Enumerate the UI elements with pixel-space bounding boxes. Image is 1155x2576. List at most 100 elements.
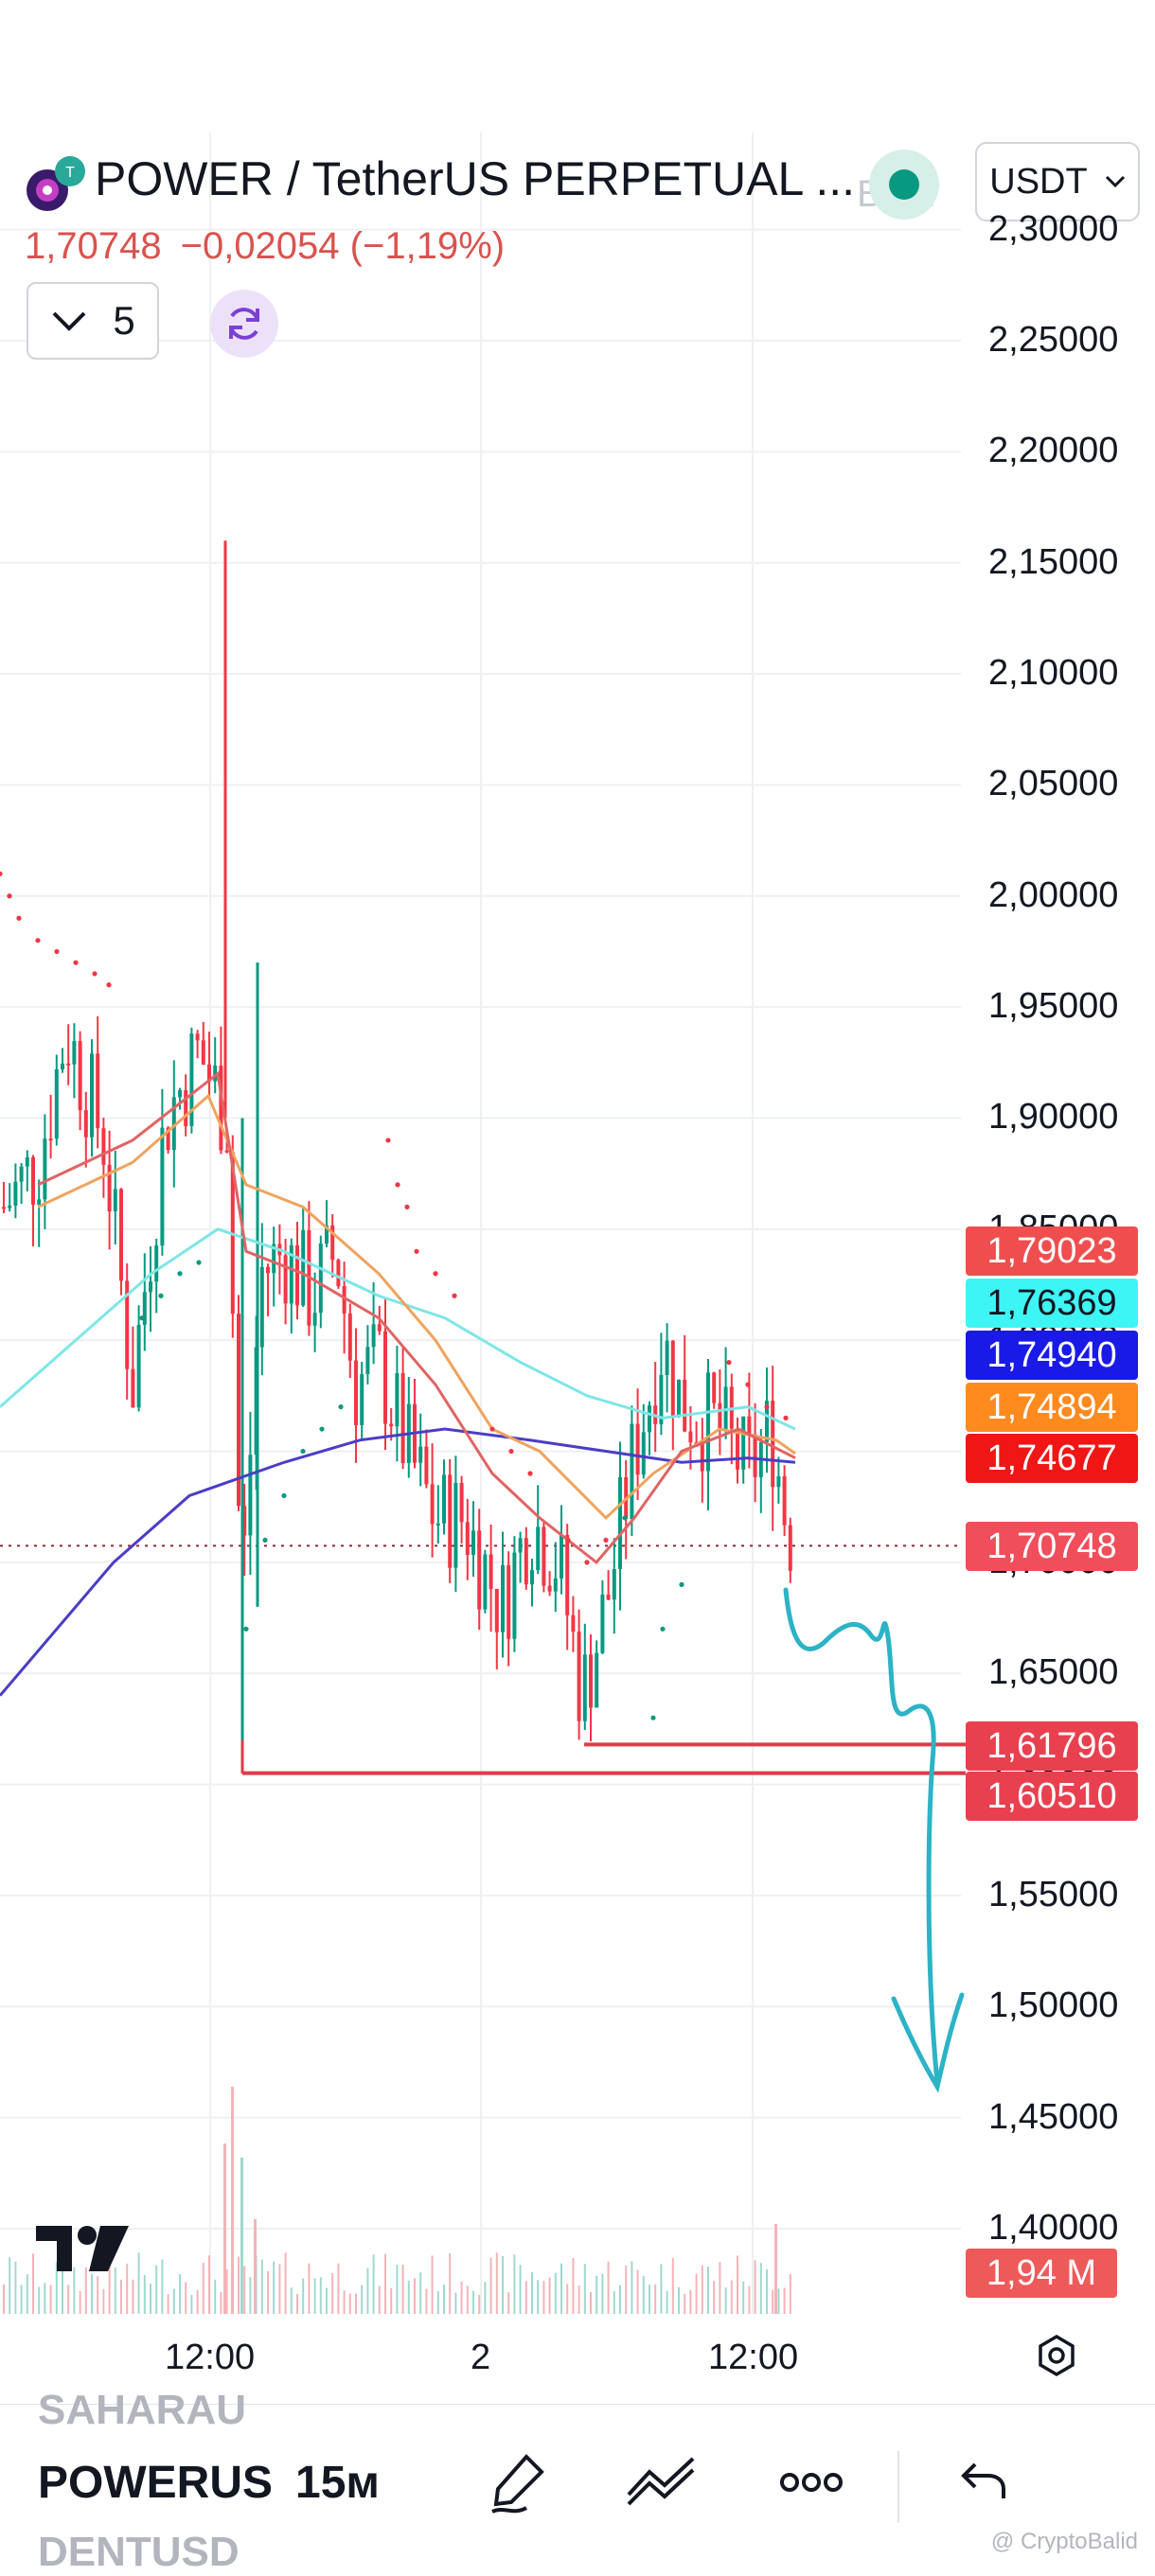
sar-dot (92, 971, 98, 977)
volume-bar (660, 2264, 663, 2314)
indicators-toggle-button[interactable]: 5 (27, 282, 159, 360)
volume-bar (254, 2219, 257, 2314)
refresh-button[interactable] (210, 290, 278, 358)
sar-dot (726, 1360, 732, 1366)
candle-body (536, 1526, 541, 1571)
candle-body (448, 1474, 453, 1568)
chart-settings-button[interactable] (1034, 2333, 1079, 2383)
candle-body (142, 1292, 147, 1325)
candle-body (318, 1243, 323, 1314)
candle-body (371, 1324, 376, 1348)
candle-body (119, 1189, 123, 1281)
candle-body (184, 1089, 188, 1126)
volume-bar (132, 2279, 134, 2314)
volume-bar (484, 2282, 487, 2314)
candle-body (325, 1225, 329, 1244)
volume-bar (372, 2254, 375, 2314)
moving-averages (0, 1070, 796, 1697)
candle-body (219, 1065, 223, 1151)
candle-body (747, 1416, 752, 1435)
sar-dot (414, 1248, 419, 1254)
candle-body (272, 1244, 276, 1274)
volume-bar (401, 2265, 404, 2314)
status-dot-icon (889, 169, 919, 200)
sar-dot (196, 1260, 202, 1265)
time-label: 2 (471, 2338, 491, 2377)
symbol-title[interactable]: POWER / TetherUS PERPETUAL ... (95, 152, 856, 205)
ghost-symbol-above: SAHARAU (38, 2387, 246, 2433)
candle-body (54, 1068, 59, 1139)
sar-dot (385, 1138, 391, 1143)
candle-body (242, 1506, 247, 1536)
candle-body (336, 1260, 341, 1287)
volume-bar (319, 2277, 322, 2314)
candle-body (542, 1526, 546, 1586)
volume-bar (695, 2273, 698, 2314)
undo-button[interactable] (960, 2461, 1007, 2507)
sar-dot (433, 1271, 438, 1277)
candle-body (501, 1564, 505, 1632)
candle-body (530, 1570, 534, 1585)
volume-bar (313, 2278, 316, 2314)
volume-bar (531, 2272, 533, 2314)
candle-body (178, 1089, 182, 1098)
draw-button[interactable] (485, 2449, 551, 2520)
candle-body (125, 1280, 130, 1369)
market-status-indicator[interactable] (869, 150, 939, 220)
candle-body (360, 1374, 364, 1425)
symbol-selector[interactable]: POWERUS (38, 2458, 274, 2508)
price-axis-label: 2,15000 (988, 541, 1119, 582)
currency-select[interactable]: USDT (975, 142, 1140, 221)
volume-bar (689, 2289, 692, 2314)
sar-dot (764, 1403, 770, 1410)
volume-bar (560, 2263, 562, 2314)
tradingview-logo[interactable] (34, 2224, 133, 2278)
price-chart[interactable] (0, 0, 1155, 2404)
candle-body (312, 1313, 317, 1326)
volume-bar (572, 2258, 575, 2314)
time-label: 12:00 (165, 2338, 256, 2377)
trend-lines-button[interactable] (625, 2453, 701, 2514)
svg-text:T: T (65, 165, 75, 181)
price-axis-label: 2,20000 (988, 431, 1119, 471)
sar-dot (106, 982, 112, 988)
candle-body (718, 1403, 722, 1430)
volume-bar (431, 2255, 434, 2314)
volume-bar (625, 2265, 628, 2314)
settings-hexagon-icon (1039, 2334, 1075, 2377)
volume-bar (126, 2263, 129, 2314)
candle-body (400, 1373, 405, 1464)
sar-dot (622, 1515, 628, 1521)
sar-dot (158, 1293, 164, 1298)
volume-bar (62, 2255, 63, 2314)
sar-dot (281, 1492, 287, 1499)
candle-body (383, 1331, 387, 1424)
volume-bar (172, 2288, 175, 2314)
price-tag: 1,74940 (966, 1331, 1138, 1380)
candle-body (213, 1065, 218, 1082)
interval-selector[interactable]: 15м (295, 2458, 380, 2508)
more-button[interactable] (778, 2468, 844, 2501)
candle-body (301, 1229, 306, 1306)
candle-body (459, 1483, 464, 1523)
sar-dot (527, 1471, 533, 1476)
volume-bar (649, 2285, 650, 2314)
volume-bar (419, 2272, 422, 2314)
volume-bar (436, 2291, 439, 2314)
price-tag: 1,94 M (966, 2249, 1117, 2298)
candle-body (688, 1431, 693, 1443)
candle-body (424, 1446, 429, 1485)
volume-bar (537, 2280, 540, 2314)
bottom-toolbar (0, 2404, 1155, 2567)
candle-body (201, 1040, 205, 1065)
candle-body (736, 1428, 739, 1470)
candle-body (571, 1614, 576, 1632)
volume-bar (774, 2224, 777, 2314)
candle-body (342, 1286, 346, 1314)
candle-body (782, 1475, 787, 1526)
volume-bar (460, 2282, 463, 2314)
volume-bar (223, 2144, 226, 2314)
volume-bar (161, 2259, 164, 2314)
volume-bar (220, 2291, 222, 2314)
ma-line (37, 1070, 796, 1564)
